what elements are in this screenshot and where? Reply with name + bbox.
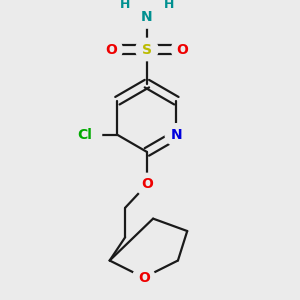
Ellipse shape <box>68 124 102 146</box>
Text: Cl: Cl <box>77 128 92 142</box>
Text: N: N <box>171 128 182 142</box>
Ellipse shape <box>136 6 158 28</box>
Ellipse shape <box>136 173 158 196</box>
Ellipse shape <box>171 38 194 61</box>
Text: N: N <box>141 10 153 24</box>
Ellipse shape <box>165 124 188 146</box>
Text: O: O <box>105 43 117 56</box>
Text: O: O <box>141 178 153 191</box>
Text: O: O <box>138 271 150 285</box>
Ellipse shape <box>136 38 158 61</box>
Ellipse shape <box>158 0 180 16</box>
Text: S: S <box>142 43 152 56</box>
Ellipse shape <box>133 266 155 289</box>
Text: O: O <box>177 43 188 56</box>
Text: H: H <box>164 0 174 11</box>
Text: H: H <box>120 0 130 11</box>
Ellipse shape <box>114 0 136 16</box>
Ellipse shape <box>100 38 122 61</box>
